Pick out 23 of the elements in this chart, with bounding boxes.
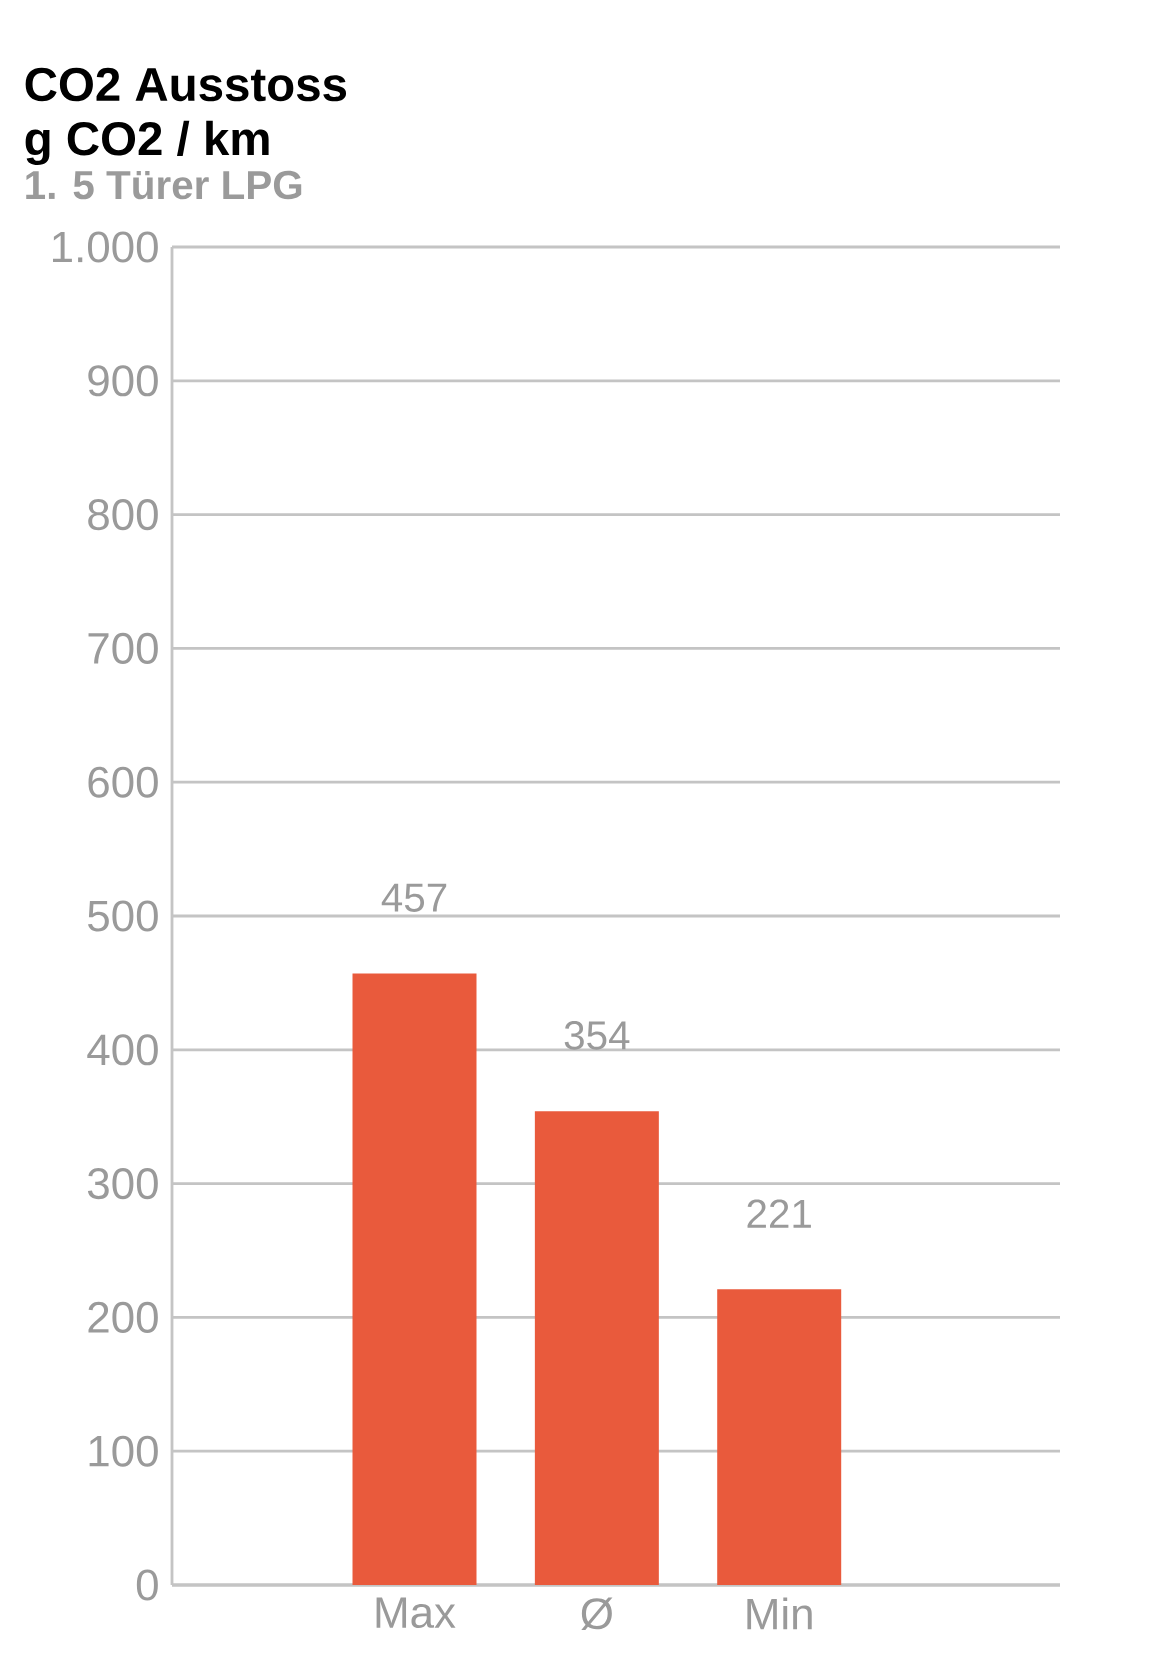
y-tick-label: 500 <box>88 900 158 932</box>
x-tick-label: Min <box>747 1597 812 1630</box>
y-tick-label: 0 <box>136 1569 158 1601</box>
chart-subtitle: 1. 5 Türer LPG <box>26 170 302 200</box>
y-tick-label: 700 <box>88 632 158 664</box>
y-tick-label: 1.000 <box>53 231 158 263</box>
y-tick-label: 300 <box>87 1168 158 1200</box>
data-label: 221 <box>747 1199 811 1228</box>
y-tick-label: 600 <box>88 766 158 798</box>
y-tick-label: 400 <box>87 1034 158 1066</box>
x-tick-label: Ø <box>581 1597 613 1631</box>
y-axis-title: g CO2 / km <box>25 120 269 166</box>
y-tick-label: 200 <box>88 1301 158 1333</box>
bar <box>717 1289 842 1585</box>
y-tick-label: 800 <box>88 499 158 531</box>
data-label: 457 <box>381 883 447 912</box>
data-label: 354 <box>564 1021 630 1050</box>
bar <box>534 1111 659 1585</box>
bar <box>352 973 477 1585</box>
y-tick-label: 900 <box>88 365 158 397</box>
chart-title: CO2 Ausstoss <box>25 67 347 102</box>
y-tick-label: 100 <box>89 1435 158 1467</box>
x-tick-label: Max <box>376 1597 456 1629</box>
